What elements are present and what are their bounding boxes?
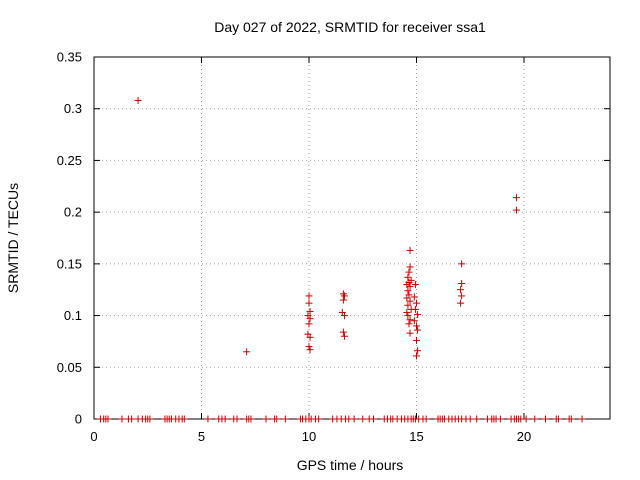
data-point <box>146 415 154 423</box>
data-point <box>273 415 281 423</box>
y-tick-label: 0 <box>75 412 82 427</box>
data-point <box>458 280 466 288</box>
data-point <box>305 343 313 351</box>
data-point <box>466 415 474 423</box>
data-point <box>406 297 414 305</box>
data-point <box>233 415 241 423</box>
data-point <box>404 312 412 320</box>
data-point <box>414 347 422 355</box>
data-point <box>406 246 414 254</box>
data-point <box>204 415 212 423</box>
data-point <box>403 294 411 302</box>
data-point <box>473 415 481 423</box>
plot-frame <box>93 56 611 420</box>
y-tick-label: 0.25 <box>57 153 82 168</box>
data-point <box>512 206 520 214</box>
x-tick-label: 5 <box>198 429 205 444</box>
grid-lines <box>94 57 610 419</box>
y-tick-label: 0.05 <box>57 360 82 375</box>
data-points <box>96 96 586 423</box>
data-point <box>247 415 255 423</box>
data-point <box>315 415 323 423</box>
data-point <box>457 286 465 294</box>
data-point <box>406 329 414 337</box>
y-axis-label: SRMTID / TECUs <box>5 183 21 293</box>
data-point <box>411 281 419 289</box>
data-point <box>404 301 412 309</box>
data-point <box>531 415 539 423</box>
data-point <box>262 415 270 423</box>
data-point <box>413 299 420 307</box>
y-tick-label: 0.35 <box>57 50 82 65</box>
data-point <box>340 312 348 320</box>
data-point <box>554 415 562 423</box>
data-point <box>567 415 575 423</box>
data-point <box>542 415 549 423</box>
y-tick-label: 0.3 <box>64 101 82 116</box>
data-point <box>134 96 142 104</box>
data-point <box>411 305 419 313</box>
data-point <box>339 328 347 336</box>
data-point <box>306 307 314 315</box>
x-tick-label: 10 <box>302 429 316 444</box>
data-point <box>359 415 367 423</box>
data-point <box>413 322 420 330</box>
data-point <box>281 415 289 423</box>
data-point <box>306 315 314 323</box>
data-point <box>458 260 466 268</box>
data-point <box>104 415 112 423</box>
data-point <box>305 299 313 307</box>
data-point <box>413 352 420 360</box>
data-point <box>414 326 422 334</box>
data-point <box>413 336 420 344</box>
data-point <box>180 415 188 423</box>
data-point <box>305 320 313 328</box>
y-tick-label: 0.1 <box>64 308 82 323</box>
data-point <box>422 415 430 423</box>
data-point <box>118 415 126 423</box>
data-point <box>305 292 313 300</box>
data-point <box>457 299 465 307</box>
data-point <box>128 415 136 423</box>
chart-title: Day 027 of 2022, SRMTID for receiver ssa… <box>214 19 486 35</box>
data-point <box>522 415 530 423</box>
data-point <box>404 287 412 295</box>
data-point <box>404 273 412 281</box>
data-point <box>221 415 229 423</box>
data-point <box>578 415 586 423</box>
data-point <box>405 268 413 276</box>
data-point <box>403 308 411 316</box>
data-point <box>410 293 418 301</box>
x-axis-label: GPS time / hours <box>297 457 404 473</box>
data-point <box>406 316 414 324</box>
data-point <box>306 346 314 354</box>
data-point <box>340 332 348 340</box>
data-point <box>512 194 520 202</box>
y-tick-label: 0.2 <box>64 205 82 220</box>
x-tick-label: 0 <box>90 429 97 444</box>
data-point <box>243 348 251 356</box>
data-point <box>340 292 348 300</box>
axis-ticks: 0 0.05 0.1 0.15 0.2 0.25 0.3 0.35 0 5 10 15 20 <box>57 50 610 444</box>
data-point <box>405 320 413 328</box>
data-point <box>306 333 314 341</box>
data-point <box>414 311 422 319</box>
y-tick-label: 0.15 <box>57 256 82 271</box>
data-point <box>370 415 377 423</box>
data-point <box>406 263 414 271</box>
data-point <box>410 317 418 325</box>
data-point <box>350 415 358 423</box>
data-point <box>406 283 414 291</box>
data-point <box>458 292 466 300</box>
data-point <box>339 296 347 304</box>
x-tick-label: 15 <box>409 429 423 444</box>
x-tick-label: 20 <box>517 429 531 444</box>
data-point <box>496 415 504 423</box>
